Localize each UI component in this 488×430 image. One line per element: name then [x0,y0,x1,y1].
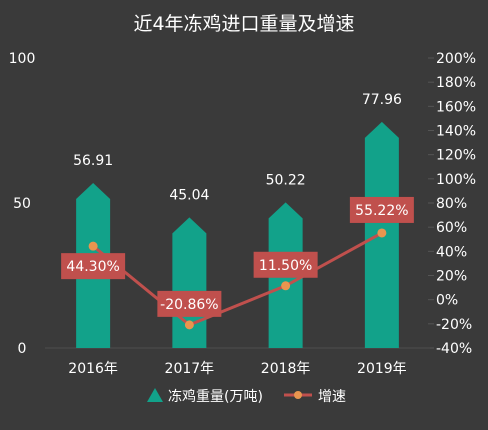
growth-label-box [253,251,318,278]
growth-line [92,231,383,327]
y-right-tick-label: 160% [436,99,476,115]
x-tick-label: 2019年 [357,361,407,377]
y-right-tick-label: 0% [436,293,458,309]
bars-layer [76,121,399,348]
growth-point [88,241,98,251]
growth-value-label: 11.50% [259,258,312,274]
chart-title: 近4年冻鸡进口重量及增速 [133,13,354,35]
axes-layer: 0 50 100 -40% -20% 0% 20% 40% 60% 80% 100% 120% 140%… [9,51,476,377]
y-left-tick-label: 0 [18,341,27,357]
x-tick-label: 2016年 [68,361,118,377]
growth-label-box [349,196,414,223]
y-right-tick-label: 200% [436,51,476,67]
y-right-tick-label: -40% [436,341,472,357]
line-layer [88,228,387,330]
labels-layer: 56.91 45.04 50.22 77.96 44.30% -20.86% 11.50% 5… [61,92,414,317]
legend-label-weight: 冻鸡重量(万吨) [168,388,263,405]
growth-value-label: 44.30% [66,259,119,275]
growth-label-box [61,253,126,280]
y-right-tick-label: 20% [436,269,467,285]
y-left-tick-label: 50 [13,196,31,212]
growth-point [281,281,291,291]
bar-value-label: 50.22 [266,172,306,188]
y-left-tick-label: 100 [9,51,36,67]
y-right-tick-label: 120% [436,148,476,164]
bar-value-label: 45.04 [169,187,209,203]
bar-value-label: 56.91 [73,153,113,169]
legend-bar-marker [147,388,163,402]
y-right-tick-label: -20% [436,317,472,333]
growth-value-label: -20.86% [160,297,218,313]
legend-label-growth: 增速 [318,389,346,405]
x-tick-label: 2018年 [261,361,311,377]
y-right-tick-label: 80% [436,196,467,212]
growth-point [184,320,194,330]
growth-label-box [157,290,222,317]
x-tick-label: 2017年 [165,361,215,377]
y-right-tick-label: 60% [436,220,467,236]
y-right-tick-label: 180% [436,75,476,91]
growth-value-label: 55.22% [355,203,408,219]
bar-value-label: 77.96 [362,92,402,108]
legend: 冻鸡重量(万吨) 增速 [147,388,346,405]
y-right-tick-label: 100% [436,172,476,188]
growth-point [377,228,387,238]
y-right-tick-label: 40% [436,244,467,260]
y-right-tick-label: 140% [436,124,476,140]
legend-line-dot [294,391,302,399]
